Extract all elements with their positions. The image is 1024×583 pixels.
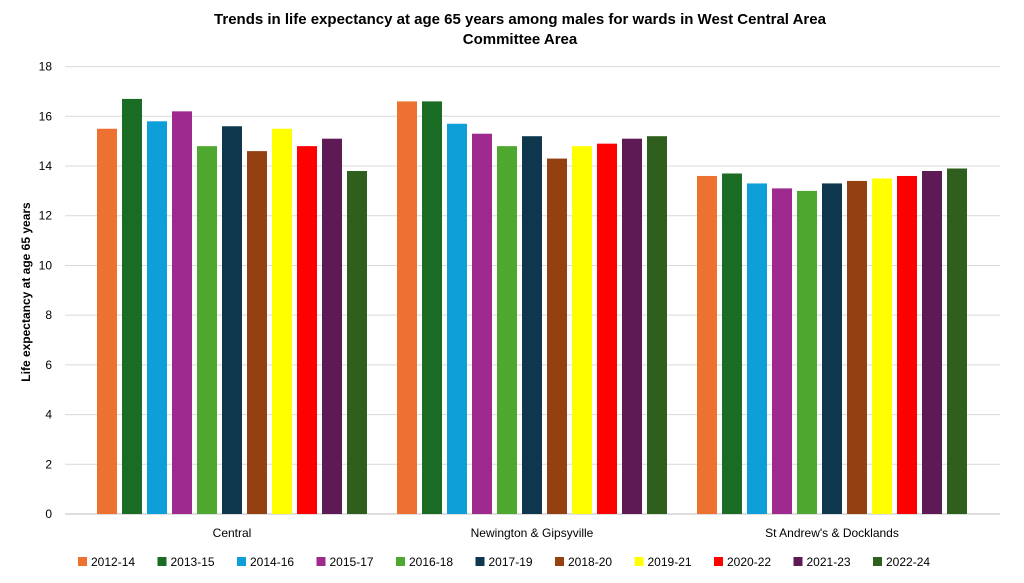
- legend-label: 2020-22: [727, 555, 771, 569]
- bar-2019-21-Central: [272, 128, 292, 514]
- bar-2016-18-Central: [197, 146, 217, 515]
- y-tick-label: 16: [39, 109, 53, 123]
- bar-2016-18-Newington & Gipsyville: [497, 146, 517, 515]
- x-category-label: St Andrew's & Docklands: [765, 526, 899, 540]
- bar-2021-23-Newington & Gipsyville: [622, 138, 642, 515]
- y-tick-label: 2: [45, 457, 52, 471]
- legend-swatch: [237, 557, 246, 566]
- legend-label: 2016-18: [409, 555, 453, 569]
- legend-label: 2014-16: [250, 555, 294, 569]
- bar-2013-15-Central: [122, 98, 142, 514]
- bar-2015-17-Newington & Gipsyville: [472, 133, 492, 514]
- legend-swatch: [793, 557, 803, 566]
- legend-swatch: [634, 557, 644, 566]
- bar-2017-19-St Andrew's & Docklands: [822, 183, 842, 514]
- y-tick-label: 10: [39, 258, 53, 272]
- bar-2020-22-Newington & Gipsyville: [597, 143, 617, 514]
- chart-title-line-1: Trends in life expectancy at age 65 year…: [214, 11, 827, 28]
- bar-2014-16-St Andrew's & Docklands: [747, 183, 767, 514]
- legend-label: 2012-14: [91, 555, 135, 569]
- legend-swatch: [316, 557, 326, 566]
- legend-swatch: [157, 557, 167, 566]
- bar-2013-15-St Andrew's & Docklands: [722, 173, 742, 514]
- bar-2022-24-St Andrew's & Docklands: [947, 168, 967, 514]
- bar-2015-17-St Andrew's & Docklands: [772, 188, 792, 515]
- bar-2016-18-St Andrew's & Docklands: [797, 190, 817, 514]
- y-tick-label: 6: [45, 358, 52, 372]
- bar-2014-16-Central: [147, 121, 167, 514]
- bar-2012-14-Central: [97, 128, 117, 514]
- legend-swatch: [714, 557, 723, 566]
- bar-2012-14-St Andrew's & Docklands: [697, 175, 717, 514]
- bar-2022-24-Newington & Gipsyville: [647, 136, 667, 514]
- y-tick-label: 18: [39, 60, 53, 74]
- x-category-label: Central: [213, 526, 252, 540]
- bar-2021-23-St Andrew's & Docklands: [922, 170, 942, 514]
- bar-2015-17-Central: [172, 111, 192, 514]
- y-tick-label: 0: [45, 507, 52, 521]
- legend-label: 2021-23: [807, 555, 851, 569]
- bar-2018-20-St Andrew's & Docklands: [847, 180, 867, 515]
- legend-swatch: [396, 557, 405, 566]
- bar-2020-22-St Andrew's & Docklands: [897, 175, 917, 514]
- bar-2018-20-Newington & Gipsyville: [547, 158, 567, 514]
- x-category-label: Newington & Gipsyville: [471, 526, 594, 540]
- bar-2021-23-Central: [322, 138, 342, 515]
- bar-2013-15-Newington & Gipsyville: [422, 101, 442, 515]
- y-tick-label: 4: [45, 408, 52, 422]
- y-axis-label: Life expectancy at age 65 years: [19, 202, 33, 382]
- legend-label: 2022-24: [886, 555, 930, 569]
- y-tick-label: 12: [39, 209, 53, 223]
- bar-2017-19-Newington & Gipsyville: [522, 136, 542, 514]
- y-tick-label: 8: [45, 308, 52, 322]
- chart-title-line-2: Committee Area: [463, 31, 578, 48]
- bar-2017-19-Central: [222, 126, 242, 515]
- legend-label: 2015-17: [330, 555, 374, 569]
- y-tick-label: 14: [39, 159, 53, 173]
- bar-2020-22-Central: [297, 146, 317, 515]
- bar-2012-14-Newington & Gipsyville: [397, 101, 417, 515]
- legend-swatch: [555, 557, 564, 566]
- legend-label: 2019-21: [648, 555, 692, 569]
- bar-2022-24-Central: [347, 170, 367, 514]
- bar-2018-20-Central: [247, 151, 267, 514]
- legend-swatch: [475, 557, 485, 566]
- bar-2019-21-St Andrew's & Docklands: [872, 178, 892, 514]
- legend-swatch: [78, 557, 87, 566]
- legend-label: 2018-20: [568, 555, 612, 569]
- legend-swatch: [873, 557, 882, 566]
- bar-2014-16-Newington & Gipsyville: [447, 123, 467, 515]
- legend-label: 2013-15: [171, 555, 215, 569]
- legend-label: 2017-19: [489, 555, 533, 569]
- bar-2019-21-Newington & Gipsyville: [572, 146, 592, 515]
